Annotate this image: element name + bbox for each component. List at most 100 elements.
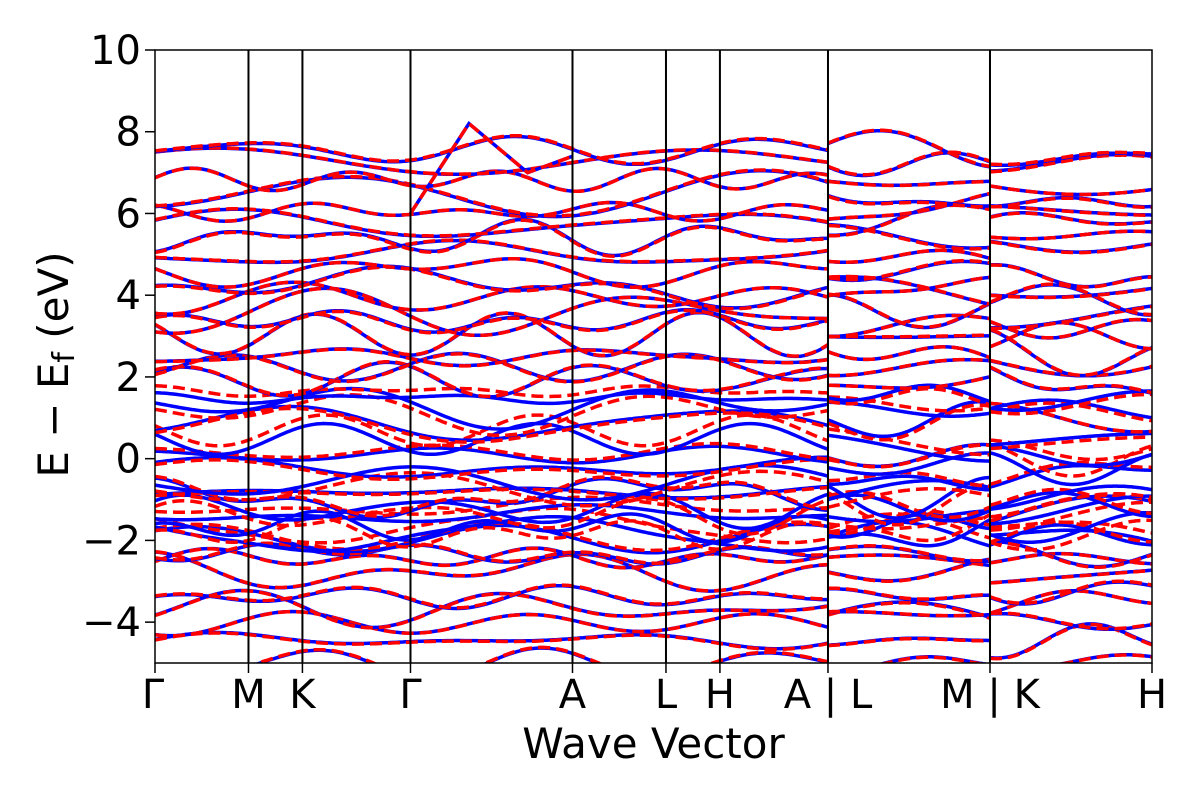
band-line-dashed [989, 392, 1152, 416]
band-line-solid [827, 493, 991, 523]
band-line-dashed [155, 495, 829, 516]
band-line-dashed [989, 365, 1152, 395]
band-line-dashed [155, 631, 829, 651]
y-axis-label-sub: f [47, 351, 82, 363]
band-line-dashed [155, 583, 828, 610]
band-line-dashed [989, 518, 1152, 552]
y-tick-label: 4 [116, 273, 141, 319]
band-line-dashed [155, 359, 828, 399]
band-peak-dashed [409, 120, 574, 215]
band-line-dashed [155, 406, 829, 444]
band-line-dashed [828, 357, 991, 378]
band-line-dashed [155, 257, 829, 289]
band-line-dashed [990, 263, 1152, 289]
band-line-dashed [990, 150, 1152, 167]
band-line-dashed [828, 609, 990, 618]
band-line-dashed [989, 622, 1152, 661]
band-line-dashed [155, 384, 829, 399]
band-line-dashed [990, 540, 1152, 569]
band-line-dashed [827, 544, 990, 563]
band-curves [155, 120, 1152, 663]
band-line-dashed [989, 204, 1152, 218]
band-line-solid [989, 444, 1152, 468]
y-axis-label-main: E − E [29, 363, 78, 478]
band-line-dashed [155, 549, 829, 593]
band-line-dashed [155, 393, 829, 438]
x-tick-label: H [1137, 672, 1167, 718]
band-line-dashed [827, 601, 991, 620]
band-line-dashed [827, 487, 991, 509]
x-tick-label: A | L [784, 672, 873, 718]
band-line-dashed [828, 292, 991, 329]
band-line-solid [989, 463, 1152, 489]
band-line-dashed [155, 609, 829, 638]
band-line-solid [990, 494, 1152, 526]
band-line-dashed [827, 345, 991, 362]
band-line-dashed [879, 655, 987, 663]
band-line-solid [155, 386, 829, 431]
band-line-dashed [989, 327, 1152, 377]
band-line-dashed [827, 128, 991, 169]
band-line-solid [827, 508, 990, 524]
band-line-dashed [990, 520, 1152, 535]
band-line-dashed [155, 265, 829, 311]
band-line-solid [989, 484, 1152, 512]
y-axis-ticks: −4 −2 0 2 4 6 8 10 [82, 28, 155, 646]
band-line-dashed [989, 520, 1152, 544]
y-tick-label: 0 [116, 437, 141, 483]
band-line-dashed [827, 403, 991, 442]
x-tick-label: K [289, 672, 317, 718]
band-line-solid [989, 389, 1152, 412]
x-tick-label: L [655, 672, 678, 718]
band-line-dashed [827, 586, 990, 601]
band-line-dashed [827, 508, 991, 536]
band-line-dashed [990, 568, 1152, 585]
band-line-solid [989, 365, 1152, 395]
band-line-dashed [828, 636, 990, 648]
band-line-dashed [828, 203, 991, 238]
band-line-dashed [155, 308, 829, 335]
band-line-dashed [989, 579, 1152, 605]
y-axis-label: E − Ef (eV) [29, 251, 82, 477]
band-line-dashed [989, 317, 1152, 340]
band-line-dashed [155, 497, 829, 536]
band-line-dashed [155, 469, 829, 508]
band-line-dashed [155, 506, 829, 545]
band-line-dashed [155, 207, 829, 238]
x-tick-label: M | K [940, 672, 1041, 718]
band-line-dashed [155, 589, 829, 630]
band-line-dashed [989, 320, 1152, 351]
band-line-dashed [827, 557, 991, 583]
band-line-solid [989, 523, 1152, 547]
band-line-dashed [828, 470, 990, 488]
band-line-dashed [1057, 653, 1152, 663]
x-tick-label: M [231, 672, 266, 718]
band-line-dashed [155, 200, 829, 223]
y-tick-label: 2 [116, 355, 141, 401]
band-line-dashed [155, 413, 829, 448]
band-line-solid [155, 502, 829, 524]
band-line-dashed [989, 240, 1152, 255]
band-line-solid [827, 474, 990, 492]
band-line-solid [155, 360, 828, 399]
band-line-solid [989, 490, 1152, 519]
band-line-solid [155, 546, 829, 570]
band-line-solid [155, 491, 829, 531]
band-line-solid [989, 451, 1152, 487]
band-line-dashed [155, 516, 829, 551]
x-axis-label: Wave Vector [522, 719, 785, 768]
band-line-dashed [989, 282, 1152, 317]
band-line-dashed [828, 333, 990, 339]
band-line-dashed [155, 441, 829, 462]
band-line-dashed [155, 146, 829, 176]
band-line-dashed [990, 287, 1152, 300]
band-line-solid [827, 433, 990, 463]
band-line-solid [155, 217, 829, 258]
band-line-dashed [989, 184, 1152, 197]
high-symmetry-lines [247, 50, 991, 663]
band-line-dashed [155, 218, 828, 258]
band-line-solid [828, 203, 991, 238]
band-line-dashed [155, 457, 828, 481]
x-tick-label: Γ [399, 672, 422, 718]
